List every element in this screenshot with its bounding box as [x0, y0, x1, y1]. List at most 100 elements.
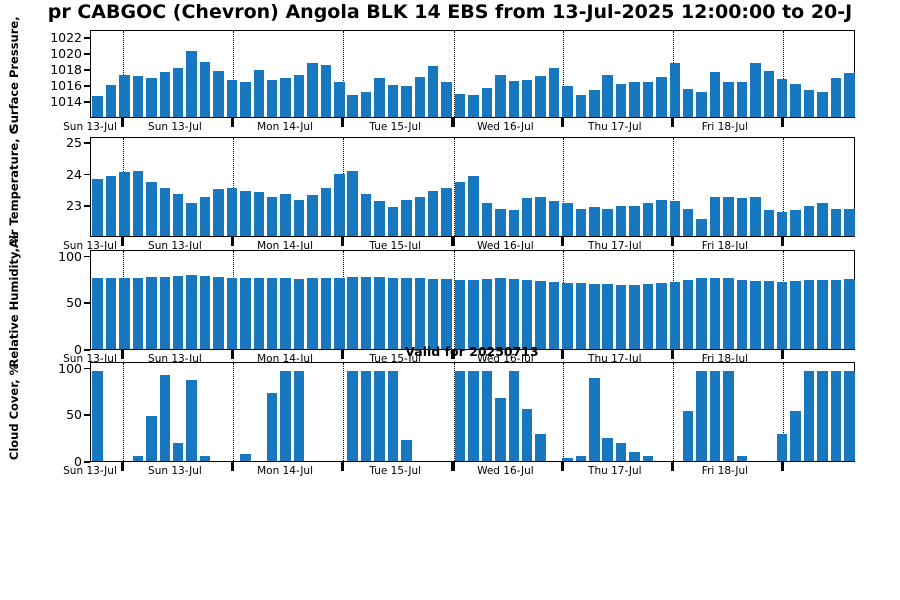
bar — [709, 71, 721, 117]
bar — [226, 80, 238, 117]
bar — [642, 283, 654, 349]
bar — [615, 205, 627, 236]
bar — [656, 282, 667, 349]
bar — [105, 175, 117, 236]
bar — [266, 278, 278, 349]
x-day-label: Fri 18-Jul — [701, 121, 749, 133]
bar — [414, 76, 426, 117]
x-boundary-tick — [780, 118, 785, 127]
bar — [280, 278, 291, 349]
y-tick-mark — [84, 255, 90, 258]
y-tick-mark — [84, 85, 90, 87]
x-boundary-tick — [670, 237, 675, 246]
bar — [320, 64, 332, 117]
bar — [683, 411, 694, 461]
day-gridline — [673, 138, 675, 236]
bar — [240, 82, 251, 117]
y-tick-mark — [84, 302, 90, 305]
y-tick-mark — [84, 204, 90, 207]
bar — [119, 278, 130, 349]
day-gridline — [233, 31, 235, 117]
x-boundary-tick — [560, 462, 564, 471]
y-tick-mark — [84, 414, 90, 417]
bar — [159, 375, 171, 461]
bar — [736, 198, 748, 236]
day-gridline — [233, 363, 235, 461]
bar — [159, 276, 171, 349]
y-tick-mark — [84, 142, 90, 145]
x-boundary-tick — [451, 237, 455, 246]
bar — [481, 370, 493, 461]
bar — [468, 370, 479, 461]
bar — [454, 370, 466, 461]
bar — [736, 456, 748, 461]
bar — [146, 415, 157, 461]
bar — [723, 370, 734, 461]
y-tick-label: 0 — [74, 454, 82, 469]
bar — [736, 81, 748, 117]
bar — [401, 440, 412, 461]
day-gridline — [783, 31, 785, 117]
bar — [589, 377, 600, 461]
x-boundary-tick — [780, 237, 785, 246]
bar — [428, 190, 439, 236]
y-tick-mark — [84, 69, 90, 71]
day-gridline — [343, 31, 345, 117]
bar — [629, 284, 640, 349]
bar — [360, 193, 372, 236]
bar — [642, 202, 654, 236]
bar — [374, 201, 385, 236]
y-tick-label: 1016 — [50, 78, 82, 93]
bar — [817, 202, 828, 236]
plot-area-humidity — [90, 250, 855, 350]
bar — [132, 456, 144, 461]
bar — [481, 87, 493, 117]
day-gridline — [453, 138, 455, 236]
bar — [562, 202, 573, 236]
bar — [414, 278, 426, 349]
x-day-label: Sun 13-Jul — [148, 465, 202, 477]
bar — [401, 199, 412, 236]
bar — [817, 370, 828, 461]
bar — [508, 370, 519, 461]
bar — [159, 72, 171, 117]
bar — [629, 205, 640, 236]
x-boundary-tick — [340, 237, 345, 246]
x-boundary-tick — [670, 118, 675, 127]
y-axis-title-humidity: Relative Humidity, % — [7, 232, 21, 368]
x-boundary-tick — [451, 118, 455, 127]
bar — [776, 79, 788, 117]
bar — [293, 74, 305, 117]
bar — [307, 278, 318, 349]
y-tick-label: 25 — [66, 135, 82, 151]
x-boundary-tick — [230, 237, 235, 246]
bar — [535, 433, 546, 461]
x-day-label: Sun 13-Jul — [63, 465, 117, 477]
x-boundary-tick — [120, 350, 125, 359]
bar — [401, 86, 412, 117]
x-day-label: Sun 13-Jul — [63, 240, 117, 252]
bar — [844, 73, 855, 117]
bar — [119, 74, 130, 117]
bar — [173, 68, 184, 117]
y-tick-mark — [84, 367, 90, 370]
bar — [92, 96, 103, 117]
y-tick-label: 1018 — [50, 62, 82, 77]
y-tick-label: 0 — [74, 342, 82, 357]
bar — [817, 280, 828, 349]
day-gridline — [233, 138, 235, 236]
bar — [776, 211, 788, 236]
bar — [307, 195, 318, 236]
x-boundary-tick — [451, 350, 455, 359]
x-boundary-tick — [340, 462, 345, 471]
day-gridline — [673, 363, 675, 461]
y-tick-label: 100 — [58, 248, 82, 264]
bar — [119, 172, 130, 236]
x-boundary-tick — [451, 462, 455, 471]
bar — [199, 61, 211, 117]
bar — [562, 282, 573, 349]
bar — [441, 82, 452, 117]
bar — [521, 198, 533, 236]
x-boundary-tick — [230, 118, 235, 127]
bar — [266, 80, 278, 117]
